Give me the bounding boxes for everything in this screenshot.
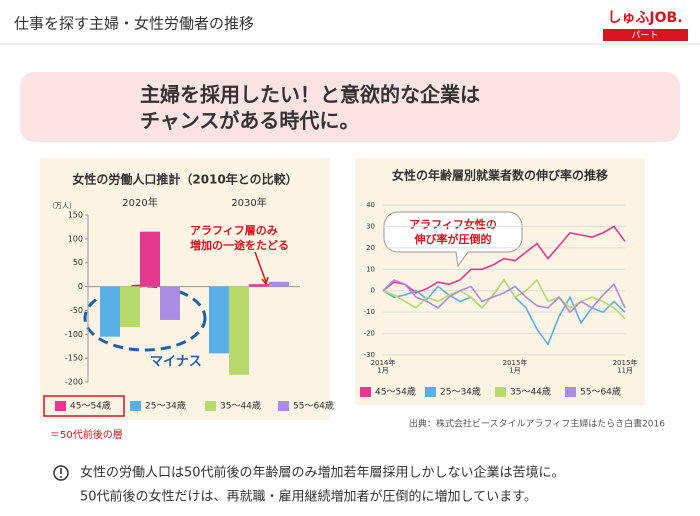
y-tick-label: 30 [366, 222, 375, 230]
y-tick-label: 10 [366, 265, 375, 273]
x-tick-label: 2014年 1月 [371, 358, 396, 375]
banner [20, 72, 680, 142]
x-category-label: 2030年 [231, 196, 266, 209]
bar [140, 231, 160, 287]
bar [160, 286, 180, 320]
legend-swatch [55, 401, 66, 411]
annotation: 増加の一途をたどる [190, 238, 289, 252]
y-tick-label: 50 [73, 258, 83, 267]
legend-swatch [565, 387, 576, 397]
y-tick-label: 40 [366, 201, 375, 209]
legend-label: 55～64歳 [293, 400, 334, 412]
annotation: アラフィフ層のみ [190, 224, 278, 237]
y-tick-label: -20 [364, 330, 375, 338]
arrow [254, 251, 267, 283]
legend-label: 55～64歳 [580, 386, 621, 398]
bar [120, 286, 140, 328]
banner-line: チャンスがある時代に。 [140, 109, 359, 133]
bar [229, 286, 249, 375]
annotation: アラフィフ女性の [409, 217, 497, 231]
legend-swatch [205, 401, 216, 411]
legend-swatch [425, 387, 436, 397]
chart-title: 女性の年齢層別就業者数の伸び率の推移 [392, 168, 608, 183]
note-line: 女性の労働人口は50代前後の年齢層のみ増加若年層採用しかしない企業は苦境に。 [80, 465, 565, 481]
y-axis-label: （万人） [48, 202, 76, 210]
banner-line: 主婦を採用したい！と意欲的な企業は [140, 83, 480, 107]
annotation: ＝50代前後の層 [50, 428, 123, 441]
chart-panel [355, 158, 645, 405]
logo: しゅふJOB. [607, 10, 682, 26]
note-line: 50代前後の女性だけは、再就職・雇用継続増加者が圧倒的に増加しています。 [80, 489, 537, 505]
legend-label: 45～54歳 [375, 386, 416, 398]
bar [209, 286, 229, 354]
y-tick-label: 20 [366, 244, 375, 252]
chart-panel [40, 158, 330, 420]
annotation: マイナス [150, 355, 202, 370]
line [382, 225, 626, 294]
y-tick-label: 0 [371, 287, 375, 295]
info-icon [60, 476, 62, 478]
y-tick-label: -200 [65, 378, 83, 387]
x-tick-label: 2015年 1月 [503, 358, 528, 375]
page-title: 仕事を探す主婦・女性労働者の推移 [14, 15, 254, 33]
info-icon [53, 465, 69, 481]
y-tick-label: -50 [70, 306, 83, 315]
y-tick-label: -30 [364, 351, 375, 359]
y-tick-label: -150 [65, 354, 83, 363]
legend-highlight [43, 395, 125, 417]
bar [100, 286, 120, 337]
bar [269, 281, 289, 287]
y-tick-label: -10 [364, 308, 375, 316]
legend-label: 25～34歳 [440, 386, 481, 398]
annotation: 伸び率が圧倒的 [414, 232, 492, 246]
legend-label: 35～44歳 [220, 400, 261, 412]
y-tick-label: 150 [68, 211, 83, 220]
legend-label: 35～44歳 [510, 386, 551, 398]
legend-swatch [495, 387, 506, 397]
y-tick-label: 100 [68, 234, 83, 243]
source: 出典：株式会社ビースタイルアラフィフ主婦はたらき白書2016 [409, 418, 665, 430]
chart-title: 女性の労働人口推計（2010年との比較） [72, 172, 297, 187]
x-category-label: 2020年 [122, 196, 157, 209]
callout [383, 211, 523, 268]
arrow-head [261, 276, 269, 286]
highlight-ellipse [83, 284, 207, 352]
legend-label: 25～34歳 [145, 400, 186, 412]
y-tick-label: 0 [78, 282, 83, 291]
logo-sub: パート [631, 30, 658, 41]
legend-label: 45～54歳 [70, 400, 111, 412]
line [382, 279, 626, 314]
logo-bar [603, 29, 688, 41]
legend-swatch [130, 401, 141, 411]
legend-swatch [360, 387, 371, 397]
legend-swatch [278, 401, 289, 411]
y-tick-label: -100 [65, 330, 83, 339]
bar [249, 284, 269, 287]
x-tick-label: 2015年 11月 [613, 358, 638, 375]
